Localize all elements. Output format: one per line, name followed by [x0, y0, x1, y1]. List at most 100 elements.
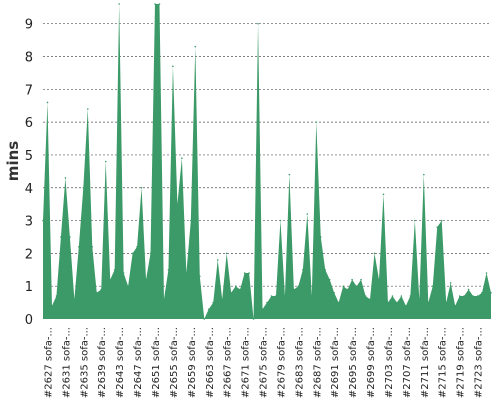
- data-point: [382, 193, 385, 196]
- data-point: [337, 301, 340, 304]
- data-point: [396, 301, 398, 304]
- data-point: [82, 186, 85, 189]
- data-point: [405, 305, 407, 307]
- data-point: [190, 219, 192, 222]
- data-point: [194, 45, 197, 48]
- data-point: [270, 295, 273, 297]
- data-point: [140, 186, 143, 189]
- data-point: [445, 301, 448, 304]
- data-point: [472, 295, 474, 297]
- y-tick-label: 6: [25, 116, 33, 131]
- data-point: [297, 285, 300, 287]
- x-tick-label: #2675 sofa-...: [259, 327, 270, 398]
- x-tick-label: #2695 sofa-...: [348, 327, 359, 398]
- data-point: [163, 298, 165, 301]
- data-point: [239, 288, 241, 291]
- data-point: [490, 291, 492, 294]
- data-point: [418, 298, 421, 301]
- data-point: [414, 219, 416, 222]
- y-tick-label: 2: [25, 247, 33, 262]
- data-point: [216, 259, 219, 261]
- data-point: [485, 272, 488, 274]
- x-axis-ticks: #2627 sofa-... #2631 sofa-... #2635 sofa-.…: [44, 327, 485, 398]
- y-tick-label: 3: [25, 215, 33, 230]
- x-tick-label: #2679 sofa-...: [276, 327, 287, 398]
- data-point: [181, 157, 183, 160]
- x-tick-label: #2651 sofa-...: [151, 327, 162, 398]
- data-point: [467, 288, 470, 291]
- x-tick-label: #2719 sofa-...: [456, 327, 467, 398]
- data-point: [436, 226, 439, 228]
- data-point: [158, 3, 161, 5]
- x-tick-label: #2631 sofa-...: [61, 327, 72, 398]
- data-point: [364, 295, 367, 297]
- data-point: [243, 272, 246, 274]
- y-axis-ticks: 0 1 2 3 4 5 6 7 8 9: [25, 18, 33, 328]
- data-point: [351, 278, 353, 281]
- data-point: [78, 246, 80, 248]
- data-point: [333, 291, 336, 294]
- data-point: [369, 298, 371, 301]
- data-point: [207, 308, 210, 310]
- data-point: [145, 278, 147, 281]
- data-point: [149, 252, 152, 255]
- data-point: [454, 305, 456, 307]
- data-point: [42, 219, 44, 222]
- data-point: [293, 288, 295, 291]
- y-axis-title: mins: [4, 141, 22, 181]
- data-point: [252, 318, 255, 320]
- data-point: [355, 285, 358, 287]
- data-point: [481, 291, 483, 294]
- x-tick-label: #2703 sofa-...: [384, 327, 395, 398]
- y-tick-label: 5: [25, 149, 33, 164]
- data-point: [167, 268, 170, 271]
- y-tick-label: 0: [25, 313, 33, 328]
- data-point: [60, 236, 62, 238]
- data-point: [100, 288, 103, 291]
- data-point: [95, 291, 98, 294]
- y-tick-label: 8: [25, 51, 33, 66]
- x-tick-label: #2707 sofa-...: [402, 327, 413, 398]
- area-fill: [43, 4, 491, 319]
- data-point: [230, 291, 232, 294]
- data-point: [319, 236, 322, 238]
- data-point: [172, 65, 174, 68]
- data-point: [315, 121, 318, 123]
- data-point: [91, 246, 94, 248]
- data-point: [266, 301, 268, 304]
- data-point: [176, 203, 179, 205]
- x-tick-label: #2691 sofa-...: [330, 327, 341, 398]
- data-point: [328, 278, 331, 281]
- x-tick-label: #2667 sofa-...: [223, 327, 234, 398]
- data-point: [346, 288, 349, 291]
- data-point: [225, 252, 228, 255]
- x-tick-label: #2659 sofa-...: [187, 327, 198, 398]
- x-tick-label: #2687 sofa-...: [312, 327, 323, 398]
- data-point: [55, 295, 58, 297]
- x-tick-label: #2647 sofa-...: [133, 327, 144, 398]
- data-point: [409, 295, 412, 297]
- data-point: [199, 275, 201, 278]
- data-point: [257, 22, 259, 25]
- data-point: [458, 295, 461, 297]
- data-point: [154, 3, 156, 5]
- data-point: [127, 285, 129, 287]
- data-point: [387, 301, 389, 304]
- data-point: [109, 278, 111, 281]
- data-point: [73, 298, 76, 301]
- data-point: [136, 246, 138, 248]
- data-point: [185, 272, 188, 274]
- data-point: [261, 308, 264, 310]
- x-tick-label: #2663 sofa-...: [205, 327, 216, 398]
- x-tick-label: #2683 sofa-...: [294, 327, 305, 398]
- data-point: [476, 295, 479, 297]
- data-point: [203, 318, 206, 320]
- data-point: [113, 268, 116, 271]
- data-point: [324, 268, 327, 271]
- data-point: [302, 268, 304, 271]
- data-point: [51, 305, 53, 307]
- data-point: [131, 252, 134, 255]
- data-point: [306, 213, 309, 215]
- data-point: [275, 295, 277, 297]
